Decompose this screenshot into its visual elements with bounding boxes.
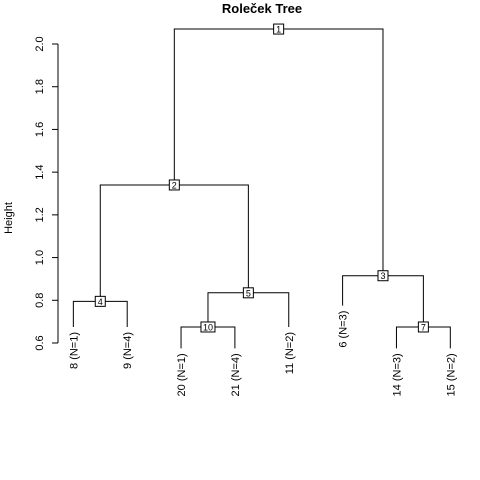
node-box: [94, 295, 106, 307]
leaf-label: 21 (N=4): [230, 353, 242, 396]
node-box: [377, 270, 389, 282]
y-tick-label: 1.8: [34, 79, 46, 94]
node-box: [417, 321, 429, 333]
y-tick-label: 1.2: [34, 207, 46, 222]
leaf-label: 9 (N=4): [122, 332, 134, 369]
y-tick-label: 0.6: [34, 335, 46, 350]
y-axis: 0.6 0.8 1.0 1.2 1.4 1.6 1.8 2.0: [34, 36, 59, 351]
y-tick-label: 1.0: [34, 250, 46, 265]
node-label: 4: [98, 297, 103, 307]
leaf-label: 6 (N=3): [338, 311, 350, 348]
node-markers: 1 2 3 4 5 10 7: [94, 23, 429, 333]
y-tick-label: 2.0: [34, 36, 46, 51]
node-label: 7: [421, 322, 426, 332]
leaf-label: 11 (N=2): [284, 332, 296, 374]
leaf-label: 15 (N=2): [445, 353, 457, 396]
chart-title: Roleček Tree: [222, 1, 302, 16]
node-box: [168, 179, 180, 191]
node-box: [200, 321, 216, 333]
y-tick-label: 1.6: [34, 122, 46, 137]
leaf-label: 20 (N=1): [176, 353, 188, 396]
leaf-labels: 8 (N=1) 9 (N=4) 20 (N=1) 21 (N=4) 11 (N=2) 6 …: [68, 311, 457, 397]
node-label: 3: [380, 271, 385, 281]
node-marker: 2: [168, 179, 180, 191]
branch-node-3: [342, 275, 424, 327]
branch-node-1: [173, 28, 384, 276]
branch-node-2: [99, 184, 249, 302]
node-label: 5: [246, 288, 251, 298]
dendrogram-branches: [72, 28, 451, 349]
node-marker: 5: [242, 287, 254, 299]
node-label: 1: [276, 25, 281, 35]
y-tick-label: 1.4: [34, 164, 46, 179]
leaf-label: 14 (N=3): [391, 353, 403, 396]
node-marker: 4: [94, 295, 106, 307]
leaf-label: 8 (N=1): [68, 332, 80, 369]
y-axis-label: Height: [3, 202, 15, 234]
y-tick-label: 0.8: [34, 293, 46, 308]
node-label: 2: [172, 180, 177, 190]
node-marker: 1: [273, 23, 285, 35]
node-box: [242, 287, 254, 299]
node-box: [273, 23, 285, 35]
node-marker: 10: [200, 321, 216, 333]
node-marker: 3: [377, 270, 389, 282]
node-label: 10: [203, 322, 213, 332]
node-marker: 7: [417, 321, 429, 333]
